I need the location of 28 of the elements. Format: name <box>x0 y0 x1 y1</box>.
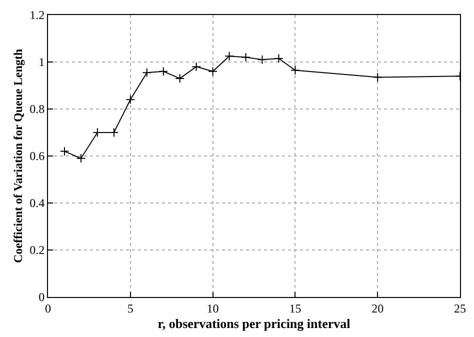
point <box>60 146 70 156</box>
point <box>76 154 86 164</box>
point <box>175 74 185 84</box>
point <box>126 94 136 104</box>
point <box>241 52 250 62</box>
x-tick-label: 15 <box>289 301 302 316</box>
point <box>142 68 152 78</box>
y-tick-label: 1.2 <box>30 8 45 22</box>
point <box>158 66 168 76</box>
point <box>290 66 300 75</box>
x-axis-title: r, observations per pricing interval <box>158 316 351 331</box>
y-tick-label: 0.4 <box>30 196 45 210</box>
x-tick-label: 20 <box>372 301 384 316</box>
point <box>192 62 202 72</box>
x-tick-label: 5 <box>127 301 134 316</box>
point <box>258 54 267 64</box>
point <box>372 72 382 82</box>
y-tick-label: 0.6 <box>30 149 45 164</box>
y-axis-title: Coefficient of Variation for Queue Length <box>10 48 25 264</box>
x-tick-label: 10 <box>206 301 219 316</box>
y-tick-label: 0.8 <box>30 102 45 116</box>
y-tick-label: 1 <box>38 55 45 70</box>
point <box>274 54 284 64</box>
x-tick-label: 25 <box>454 301 466 316</box>
point <box>208 66 218 76</box>
y-tick-label: 0.2 <box>30 243 45 258</box>
point <box>224 51 234 61</box>
y-tick-label: 0 <box>38 290 45 304</box>
